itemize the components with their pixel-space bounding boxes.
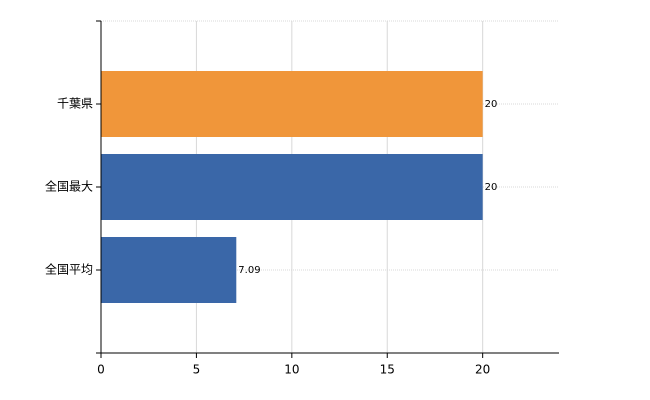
bar: [101, 237, 237, 303]
x-tick-label: 20: [475, 363, 490, 377]
y-tick-label: 千葉県: [57, 97, 93, 111]
x-tick-label: 10: [284, 363, 299, 377]
y-tick-label: 全国最大: [45, 179, 93, 194]
bar: [101, 154, 483, 220]
value-label: 7.09: [238, 265, 260, 276]
y-tick-label: 全国平均: [45, 262, 93, 277]
bar: [101, 71, 483, 137]
x-tick-label: 5: [193, 363, 201, 377]
x-tick-label: 15: [380, 363, 395, 377]
value-label: 20: [485, 99, 498, 110]
value-label: 20: [485, 182, 498, 193]
x-tick-label: 0: [97, 363, 105, 377]
